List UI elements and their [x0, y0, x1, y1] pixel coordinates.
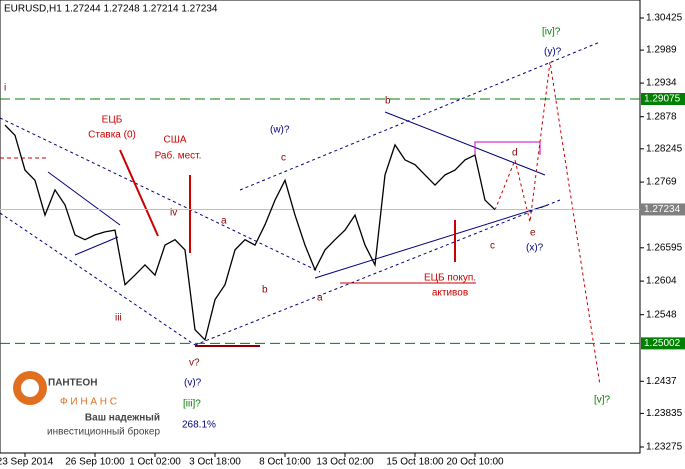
price-label: 1.29075: [644, 94, 681, 105]
y-tick-label: 1.2934: [646, 78, 677, 89]
annotation: [iii]?: [183, 399, 201, 410]
price-label-box: [641, 337, 685, 350]
annotation: d: [512, 148, 518, 159]
price-label: 1.25002: [644, 338, 681, 349]
price-label: 1.27234: [644, 204, 681, 215]
x-tick-label: 15 Oct 18:00: [386, 457, 444, 468]
y-tick-label: 1.2989: [646, 45, 677, 56]
x-tick-label: 26 Sep 10:00: [65, 457, 125, 468]
annotation: (x)?: [526, 243, 544, 254]
annotation: c: [490, 241, 495, 252]
plot-frame: [0, 0, 641, 454]
x-tick-label: 13 Oct 02:00: [316, 457, 374, 468]
x-tick-label: 8 Oct 10:00: [259, 457, 311, 468]
annotation: [v]?: [594, 395, 611, 406]
logo: ПАНТЕОН Ф И Н А Н С Ваш надежный инвести…: [13, 371, 160, 438]
price-label-box: [641, 93, 685, 105]
logo-slogan: инвестиционный брокер: [47, 426, 160, 438]
annotation: США: [163, 135, 186, 146]
annotation: c: [281, 153, 286, 164]
annotation: (y)?: [544, 47, 562, 58]
y-tick-label: 1.2878: [646, 111, 677, 122]
annotation: ЕЦБ: [102, 115, 123, 126]
wave-markup: [0, 41, 601, 386]
annotation: b: [262, 285, 268, 296]
x-tick-label: 3 Oct 18:00: [189, 457, 241, 468]
price-label-box: [641, 203, 685, 216]
annotation: iv: [170, 208, 177, 219]
annotations: i ЕЦБ Ставка (0) США Раб. мест. iv iii a…: [4, 27, 611, 431]
y-tick-label: 1.26595: [646, 242, 683, 253]
annotation: 268.1%: [182, 420, 216, 431]
y-tick-label: 1.2548: [646, 309, 677, 320]
annotation: Раб. мест.: [155, 150, 202, 162]
annotation: v?: [189, 358, 200, 369]
annotation: b: [385, 96, 391, 107]
annotation: Ставка (0): [88, 130, 136, 141]
annotation: e: [530, 228, 536, 239]
annotation: (v)?: [184, 378, 202, 389]
x-tick-label: 23 Sep 2014: [0, 457, 54, 468]
annotation: a: [221, 216, 227, 227]
logo-sub: Ф И Н А Н С: [60, 397, 117, 408]
x-tick-label: 20 Oct 10:00: [446, 457, 504, 468]
annotation: i: [4, 83, 6, 94]
annotation: (w)?: [270, 125, 290, 136]
header: EURUSD,H1 1.27244 1.27248 1.27214 1.2723…: [4, 4, 218, 15]
price-line: [4, 124, 496, 342]
y-tick-label: 1.2769: [646, 177, 677, 188]
y-tick-label: 1.2604: [646, 276, 677, 287]
y-tick-label: 1.23835: [646, 408, 683, 419]
logo-name: ПАНТЕОН: [48, 378, 97, 389]
y-tick-label: 1.30425: [646, 13, 683, 24]
y-tick-label: 1.23275: [646, 442, 683, 453]
annotation: [iv]?: [542, 27, 561, 38]
annotation: iii: [115, 313, 122, 324]
annotation: активов: [432, 288, 468, 299]
x-tick-label: 1 Oct 02:00: [129, 457, 181, 468]
annotation: a: [317, 293, 323, 304]
annotation: ЕЦБ покуп.: [424, 273, 476, 284]
y-tick-label: 1.2437: [646, 376, 677, 387]
y-tick-label: 1.28245: [646, 143, 683, 154]
logo-slogan: Ваш надежный: [85, 413, 160, 424]
